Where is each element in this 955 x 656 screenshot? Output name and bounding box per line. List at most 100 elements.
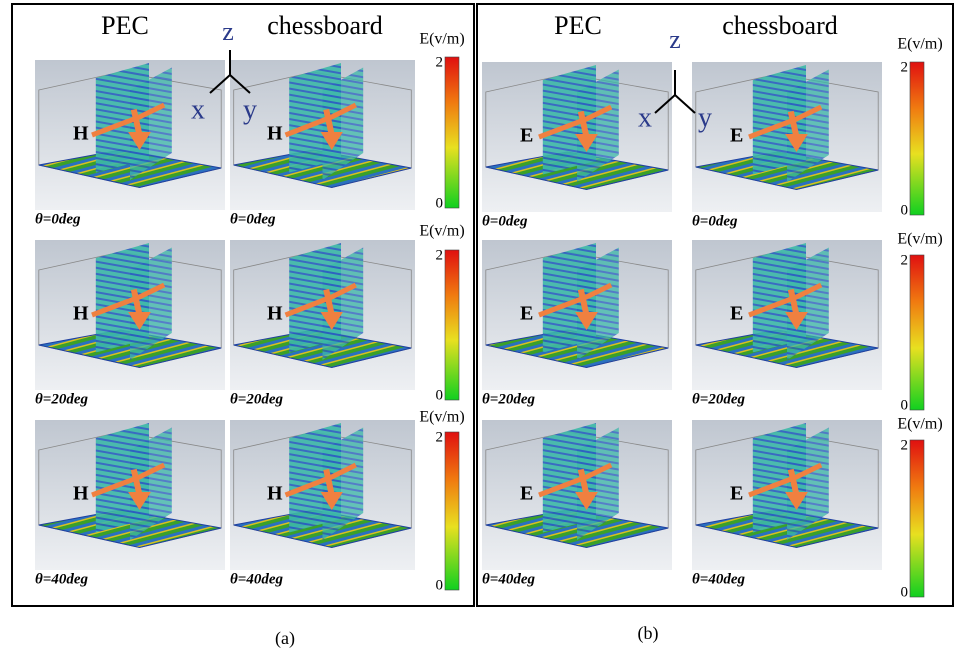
wave-arrow	[284, 282, 357, 318]
axis-label: y	[698, 102, 712, 133]
field-plane	[322, 247, 364, 360]
wave-arrow	[538, 104, 613, 140]
field-label: E	[730, 125, 743, 147]
wave-arrow	[577, 110, 590, 138]
incidence-angle: θ=0deg	[35, 211, 81, 227]
field-plane	[130, 427, 172, 540]
simulation-view: Eθ=0deg	[692, 62, 882, 229]
colorbar-max: 2	[901, 59, 909, 75]
field-label: H	[73, 123, 89, 145]
simulation-view: Hθ=20deg	[35, 240, 225, 407]
wave-arrow	[130, 108, 143, 136]
field-label: H	[267, 123, 283, 145]
field-plane	[130, 67, 172, 180]
wave-arrow	[284, 462, 357, 498]
wave-arrow	[538, 462, 613, 498]
incidence-angle: θ=0deg	[230, 211, 276, 227]
wave-arrow	[577, 288, 590, 316]
arrow-head	[785, 134, 808, 152]
axis-arrow	[209, 74, 231, 94]
wave-arrow	[787, 288, 800, 316]
field-label: H	[267, 303, 283, 325]
incidence-angle: θ=40deg	[482, 571, 535, 587]
colorbar-max: 2	[436, 429, 444, 445]
field-label: E	[520, 483, 533, 505]
field-label: H	[73, 303, 89, 325]
arrow-head	[575, 492, 598, 510]
colorbar-min: 0	[901, 397, 909, 413]
field-plane	[577, 69, 619, 182]
panel-caption: (a)	[275, 628, 295, 649]
colorbar-min: 0	[436, 577, 444, 593]
wave-arrow	[787, 110, 800, 138]
wave-arrow	[323, 108, 335, 136]
axis-label: z	[669, 25, 681, 54]
field-label: H	[73, 483, 89, 505]
colorbar	[444, 431, 460, 591]
incidence-angle: θ=20deg	[692, 391, 745, 407]
colorbar	[909, 61, 925, 216]
colorbar-title: E(v/m)	[897, 231, 942, 248]
colorbar-min: 0	[901, 584, 909, 600]
colorbar-title: E(v/m)	[419, 223, 464, 240]
axis-label: x	[638, 102, 652, 133]
field-plane	[322, 427, 364, 540]
colorbar-max: 2	[901, 252, 909, 268]
panel-frame	[476, 3, 954, 607]
incidence-angle: θ=20deg	[35, 391, 88, 407]
field-plane	[130, 247, 172, 360]
wave-arrow	[284, 102, 357, 138]
arrow-head	[128, 312, 151, 330]
panel-caption: (b)	[638, 623, 659, 644]
wave-arrow	[91, 102, 166, 138]
simulation-view: Hθ=20deg	[230, 240, 415, 407]
arrow-head	[128, 132, 151, 150]
arrow-head	[128, 492, 151, 510]
wave-arrow	[91, 462, 166, 498]
axis-label: z	[222, 17, 234, 46]
incidence-angle: θ=0deg	[482, 213, 528, 229]
wave-arrow	[323, 468, 335, 496]
colorbar-title: E(v/m)	[419, 31, 464, 48]
colorbar-min: 0	[901, 202, 909, 218]
field-label: E	[730, 303, 743, 325]
wave-arrow	[577, 468, 590, 496]
incidence-angle: θ=40deg	[230, 571, 283, 587]
colorbar	[909, 254, 925, 411]
axis-arrow	[674, 94, 696, 114]
arrow-head	[320, 492, 343, 510]
simulation-view: Eθ=20deg	[482, 240, 672, 407]
axis-arrow	[654, 94, 676, 114]
colorbar-min: 0	[436, 195, 444, 211]
wave-arrow	[130, 468, 143, 496]
column-header: chessboard	[267, 11, 383, 40]
field-plane	[787, 247, 829, 360]
wave-arrow	[130, 288, 143, 316]
simulation-view: Hθ=40deg	[230, 420, 415, 587]
colorbar-max: 2	[436, 54, 444, 70]
wave-arrow	[748, 462, 823, 498]
wave-arrow	[538, 282, 613, 318]
colorbar-max: 2	[436, 247, 444, 263]
incidence-angle: θ=40deg	[692, 571, 745, 587]
arrow-head	[785, 492, 808, 510]
simulation-view: Hθ=40deg	[35, 420, 225, 587]
arrow-head	[575, 312, 598, 330]
colorbar	[444, 56, 460, 209]
column-header: PEC	[101, 11, 149, 40]
field-plane	[787, 427, 829, 540]
simulation-view: Eθ=40deg	[692, 420, 882, 587]
column-header: chessboard	[722, 11, 838, 40]
wave-arrow	[748, 104, 823, 140]
simulation-view: Hθ=0deg	[35, 60, 225, 227]
axis-arrow	[229, 74, 251, 94]
field-label: H	[267, 483, 283, 505]
colorbar	[909, 439, 925, 598]
axis-label: y	[243, 94, 257, 125]
arrow-head	[785, 312, 808, 330]
field-plane	[322, 67, 364, 180]
incidence-angle: θ=0deg	[692, 213, 738, 229]
incidence-angle: θ=20deg	[482, 391, 535, 407]
